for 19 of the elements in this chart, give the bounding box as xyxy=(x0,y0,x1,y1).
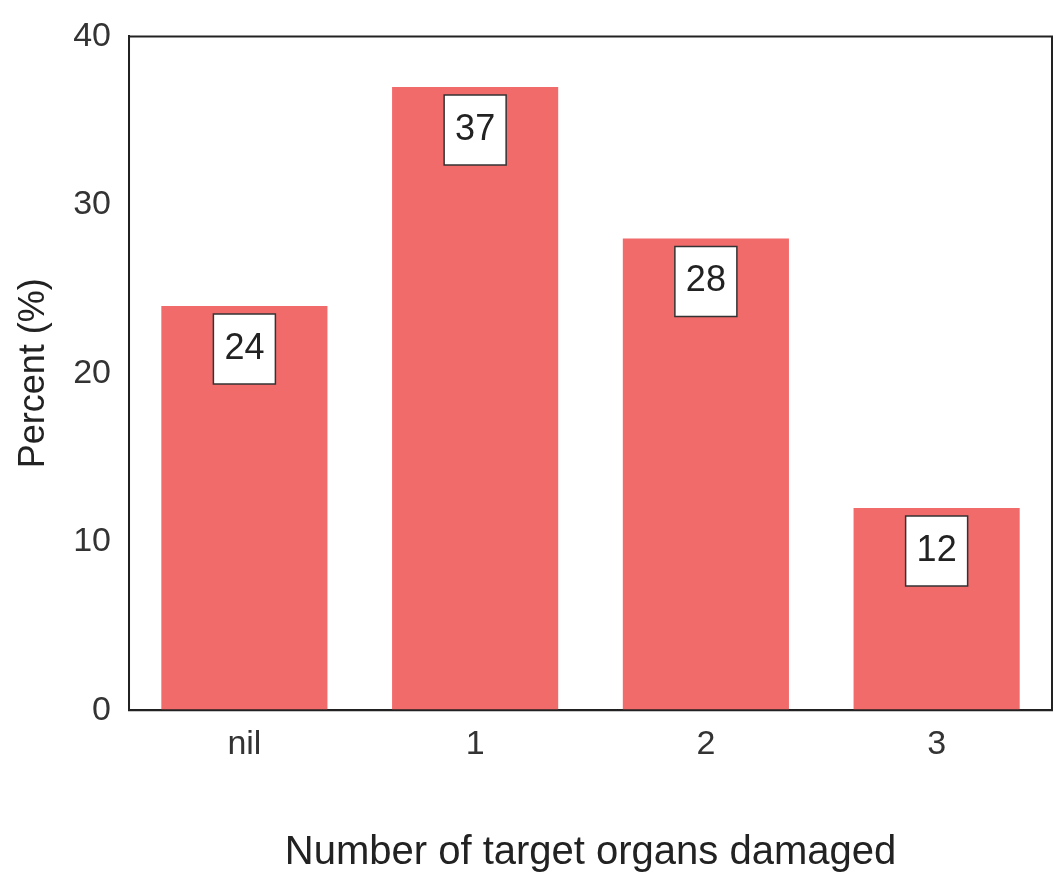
data-label: 12 xyxy=(916,527,957,569)
bar xyxy=(622,238,789,711)
y-tick-label: 30 xyxy=(73,183,112,222)
data-label: 24 xyxy=(224,325,265,367)
bar xyxy=(161,305,328,711)
y-axis-title: Percent (%) xyxy=(10,278,52,469)
bar xyxy=(853,508,1020,711)
data-label: 37 xyxy=(455,106,496,148)
data-label: 28 xyxy=(685,258,726,300)
x-tick-label: 3 xyxy=(927,722,947,761)
bar xyxy=(392,86,559,711)
x-tick-label: 1 xyxy=(465,722,485,761)
y-tick-label: 20 xyxy=(73,351,112,390)
y-tick-label: 40 xyxy=(73,14,112,53)
y-tick-label: 10 xyxy=(73,520,112,559)
y-tick-label: 0 xyxy=(92,688,112,727)
x-axis-title: Number of target organs damaged xyxy=(284,828,897,873)
x-tick-label: 2 xyxy=(696,722,716,761)
x-tick-label: nil xyxy=(227,722,262,761)
